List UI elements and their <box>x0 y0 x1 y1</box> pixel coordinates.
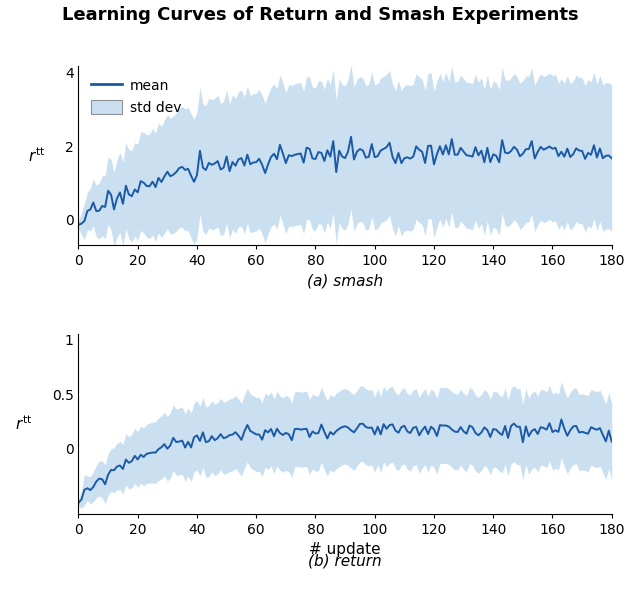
Y-axis label: $r^{\mathrm{tt}}$: $r^{\mathrm{tt}}$ <box>28 146 45 164</box>
X-axis label: # update: # update <box>309 542 381 557</box>
Y-axis label: $r^{\mathrm{tt}}$: $r^{\mathrm{tt}}$ <box>15 415 32 434</box>
Text: (b) return: (b) return <box>308 553 382 568</box>
Text: Learning Curves of Return and Smash Experiments: Learning Curves of Return and Smash Expe… <box>61 6 579 24</box>
Text: (a) smash: (a) smash <box>307 273 383 289</box>
Legend: mean, std dev: mean, std dev <box>85 72 187 120</box>
